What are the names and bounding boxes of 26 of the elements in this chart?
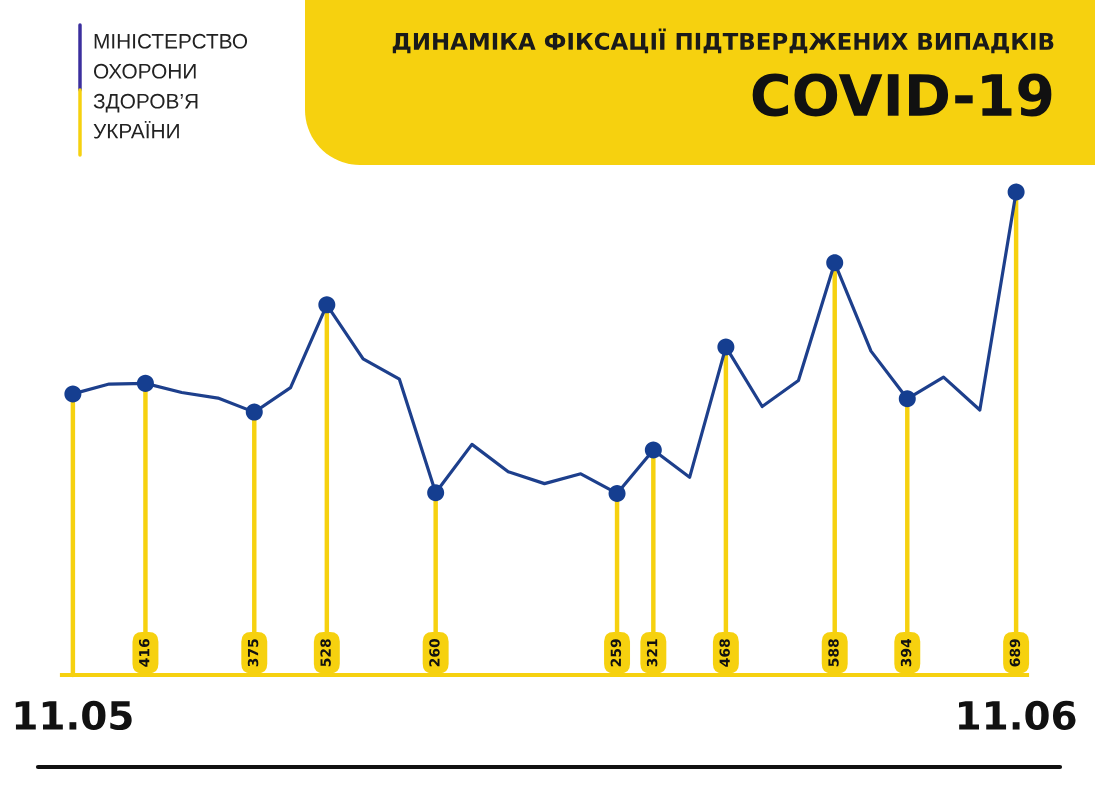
- point: [136, 374, 154, 392]
- chart-title: ДИНАМІКА ФІКСАЦІЇ ПІДТВЕРДЖЕНИХ ВИПАДКІВ: [392, 28, 1054, 54]
- point: [1007, 183, 1025, 201]
- data-label: 260: [429, 638, 440, 667]
- data-label: 528: [320, 639, 331, 667]
- point: [826, 254, 844, 272]
- point: [898, 390, 916, 408]
- data-label: 588: [828, 639, 839, 667]
- point: [245, 403, 263, 421]
- point: [717, 338, 735, 356]
- data-label: 259: [610, 639, 622, 667]
- point: [64, 385, 82, 403]
- data-label: 375: [247, 639, 259, 667]
- text: МІНІСТЕРСТВО ОХОРОНИ ЗДОРОВ’Я УКРАЇНИ: [93, 33, 248, 139]
- point: [427, 484, 445, 502]
- data-label: 689: [1009, 639, 1021, 667]
- data-label: 321: [646, 639, 658, 667]
- data-label: 416: [138, 639, 150, 667]
- chart-subtitle: COVID-19: [752, 73, 1052, 117]
- x-tick-label: 11.06: [959, 700, 1076, 731]
- point: [608, 484, 626, 502]
- x-tick-label: 11.05: [15, 700, 132, 731]
- data-label: 394: [900, 638, 912, 667]
- point: [318, 296, 336, 314]
- data-label: 468: [719, 639, 730, 667]
- point: [644, 441, 662, 459]
